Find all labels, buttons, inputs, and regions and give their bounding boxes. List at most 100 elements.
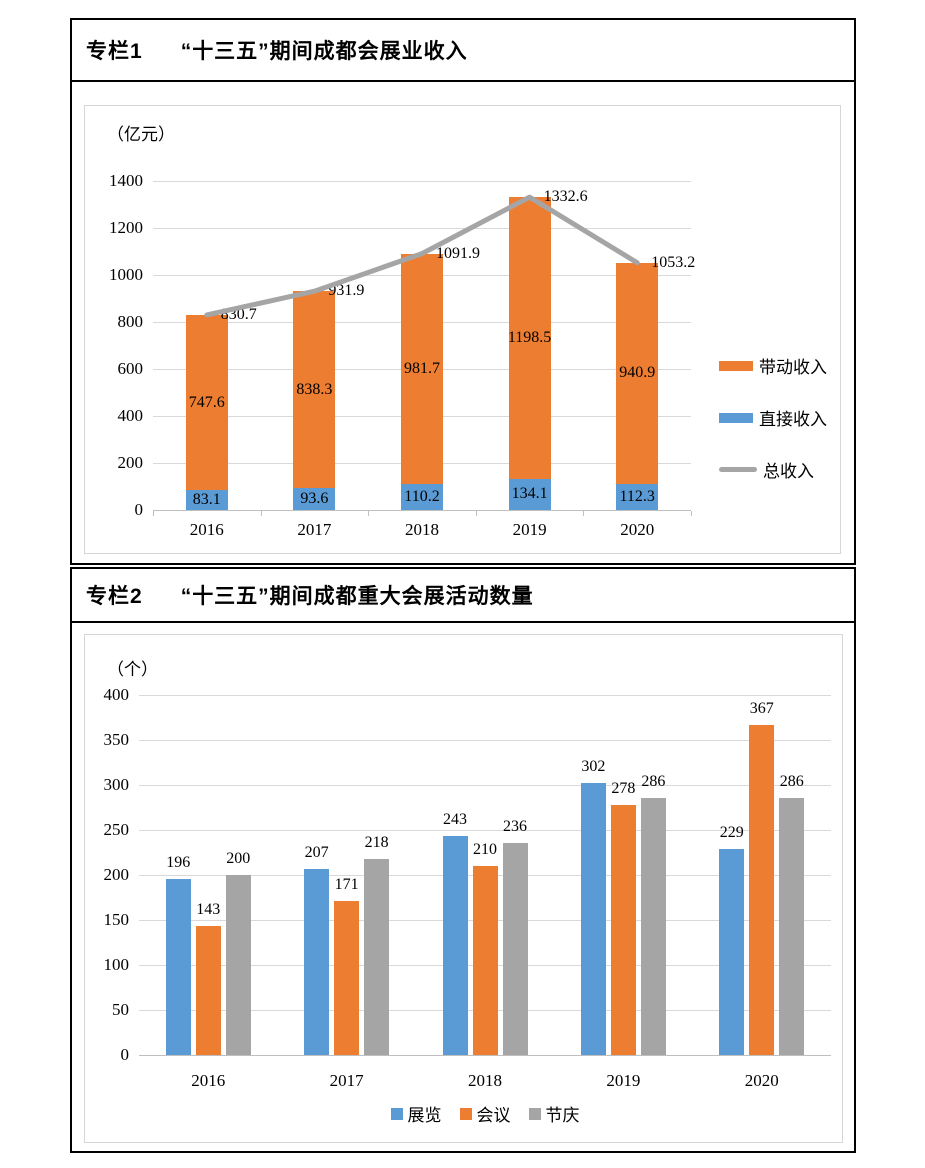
bar-segment-driven-income bbox=[185, 314, 228, 491]
legend-item: 展览 bbox=[390, 1101, 442, 1126]
y-axis-label: 50 bbox=[112, 1000, 129, 1019]
legend-label: 节庆 bbox=[545, 1106, 580, 1125]
gridline bbox=[153, 181, 691, 183]
driven-income-value-label: 1198.5 bbox=[507, 328, 552, 346]
x-axis-tick-mark bbox=[475, 511, 477, 516]
legend-label: 展览 bbox=[407, 1106, 442, 1125]
panel-column-2: 专栏2 “十三五”期间成都重大会展活动数量 （个） 0 50 100 150 200 25… bbox=[70, 567, 856, 1153]
y-axis-label: 250 bbox=[103, 820, 130, 839]
x-axis-tick-mark bbox=[153, 511, 154, 516]
y-axis-label: 400 bbox=[117, 406, 144, 426]
bar-conferences bbox=[472, 866, 498, 1055]
legend-item: 会议 bbox=[459, 1101, 511, 1126]
panel-1-tag: 专栏1 bbox=[86, 40, 143, 63]
bar-exhibitions bbox=[304, 868, 330, 1055]
gridline bbox=[153, 228, 691, 230]
bar-conferences bbox=[610, 804, 636, 1055]
legend-item: 带动收入 bbox=[719, 353, 827, 378]
x-axis-tick-mark bbox=[368, 511, 370, 516]
bar-segment-driven-income bbox=[616, 262, 659, 484]
driven-income-value-label: 747.6 bbox=[188, 393, 225, 411]
bar-exhibitions bbox=[719, 848, 745, 1055]
chart-legend: 展览 会议 节庆 bbox=[139, 1101, 831, 1126]
bar-value-label: 367 bbox=[749, 699, 774, 717]
bar-segment-driven-income bbox=[293, 291, 336, 489]
y-axis-label: 1400 bbox=[109, 171, 143, 191]
legend-item: 节庆 bbox=[528, 1101, 580, 1126]
bar-segment-direct-income bbox=[508, 478, 551, 510]
events-chart-unit-label: （个） bbox=[107, 660, 158, 679]
bar-festivals bbox=[502, 842, 528, 1055]
y-axis-label: 600 bbox=[117, 359, 144, 379]
bar-festivals bbox=[364, 858, 390, 1055]
bar-conferences bbox=[749, 724, 775, 1055]
y-axis-label: 200 bbox=[103, 865, 130, 884]
revenue-chart: （亿元） 0 200 400 600 800 1000 1200 1400 83.1 747.6 8… bbox=[84, 105, 841, 554]
total-income-value-label: 1091.9 bbox=[436, 244, 480, 262]
y-axis-label: 400 bbox=[103, 685, 130, 704]
bar-segment-direct-income bbox=[616, 483, 659, 510]
bar-exhibitions bbox=[442, 836, 468, 1055]
bar-segment-driven-income bbox=[401, 253, 443, 485]
legend-label: 会议 bbox=[476, 1106, 511, 1125]
x-axis-label: 2020 bbox=[744, 1071, 779, 1090]
legend-swatch-square bbox=[459, 1107, 472, 1120]
x-axis-label: 2016 bbox=[189, 520, 224, 539]
bar-segment-direct-income bbox=[401, 484, 443, 510]
bar-exhibitions bbox=[580, 783, 606, 1055]
x-axis-label: 2019 bbox=[606, 1071, 641, 1090]
bar-segment-direct-income bbox=[293, 488, 336, 510]
bar-segment-direct-income bbox=[185, 490, 228, 510]
x-axis-label: 2019 bbox=[512, 520, 547, 539]
bar-value-label: 210 bbox=[473, 841, 497, 858]
bar-exhibitions bbox=[165, 878, 191, 1055]
bar-festivals bbox=[225, 875, 251, 1055]
panel-1-title-bar: 专栏1 “十三五”期间成都会展业收入 bbox=[72, 20, 854, 82]
bar-value-label: 143 bbox=[196, 901, 221, 919]
panel-column-1: 专栏1 “十三五”期间成都会展业收入 （亿元） 0 200 400 600 800 100… bbox=[70, 18, 856, 565]
direct-income-value-label: 110.2 bbox=[404, 488, 440, 506]
x-axis-label: 2017 bbox=[329, 1071, 364, 1090]
x-axis-line bbox=[153, 510, 691, 511]
legend-item: 总收入 bbox=[719, 457, 814, 482]
x-axis-label: 2018 bbox=[468, 1071, 502, 1090]
panel-1-body: （亿元） 0 200 400 600 800 1000 1200 1400 83.1 747.6 8… bbox=[72, 82, 854, 563]
gridline bbox=[139, 740, 831, 741]
y-axis-label: 1200 bbox=[109, 218, 143, 238]
gridline bbox=[139, 785, 831, 786]
y-axis-label: 150 bbox=[103, 910, 130, 929]
panel-2-body: （个） 0 50 100 150 200 250 300 350 400 196 143 200 201… bbox=[72, 623, 854, 1149]
total-income-value-label: 1332.6 bbox=[543, 188, 588, 206]
legend-label: 总收入 bbox=[763, 462, 814, 481]
legend-swatch-bar bbox=[719, 412, 753, 423]
x-axis-label: 2016 bbox=[191, 1071, 226, 1090]
gridline bbox=[139, 695, 831, 696]
panel-2-tag: 专栏2 bbox=[86, 585, 143, 608]
direct-income-value-label: 112.3 bbox=[619, 487, 655, 505]
bar-value-label: 286 bbox=[641, 772, 666, 790]
direct-income-value-label: 83.1 bbox=[192, 491, 221, 509]
y-axis-label: 300 bbox=[103, 775, 130, 794]
bar-conferences bbox=[334, 901, 360, 1055]
direct-income-value-label: 134.1 bbox=[511, 485, 548, 503]
bar-festivals bbox=[779, 797, 805, 1055]
bar-value-label: 286 bbox=[779, 772, 804, 790]
y-axis-label: 200 bbox=[117, 453, 144, 473]
bar-value-label: 207 bbox=[304, 843, 329, 861]
legend-swatch-bar bbox=[719, 360, 753, 371]
bar-value-label: 278 bbox=[611, 779, 636, 797]
total-income-line bbox=[204, 194, 640, 318]
driven-income-value-label: 838.3 bbox=[296, 380, 333, 398]
x-axis-label: 2020 bbox=[620, 520, 655, 539]
legend-item: 直接收入 bbox=[719, 405, 827, 430]
x-axis-line bbox=[139, 1055, 831, 1056]
y-axis-label: 0 bbox=[134, 500, 144, 519]
legend-label: 带动收入 bbox=[759, 358, 827, 377]
bar-value-label: 302 bbox=[581, 758, 606, 776]
driven-income-value-label: 981.7 bbox=[404, 359, 440, 377]
legend-swatch-square bbox=[390, 1107, 403, 1120]
gridline bbox=[139, 830, 831, 831]
events-chart: （个） 0 50 100 150 200 250 300 350 400 196 143 200 201… bbox=[84, 634, 843, 1143]
legend-swatch-square bbox=[528, 1107, 541, 1120]
